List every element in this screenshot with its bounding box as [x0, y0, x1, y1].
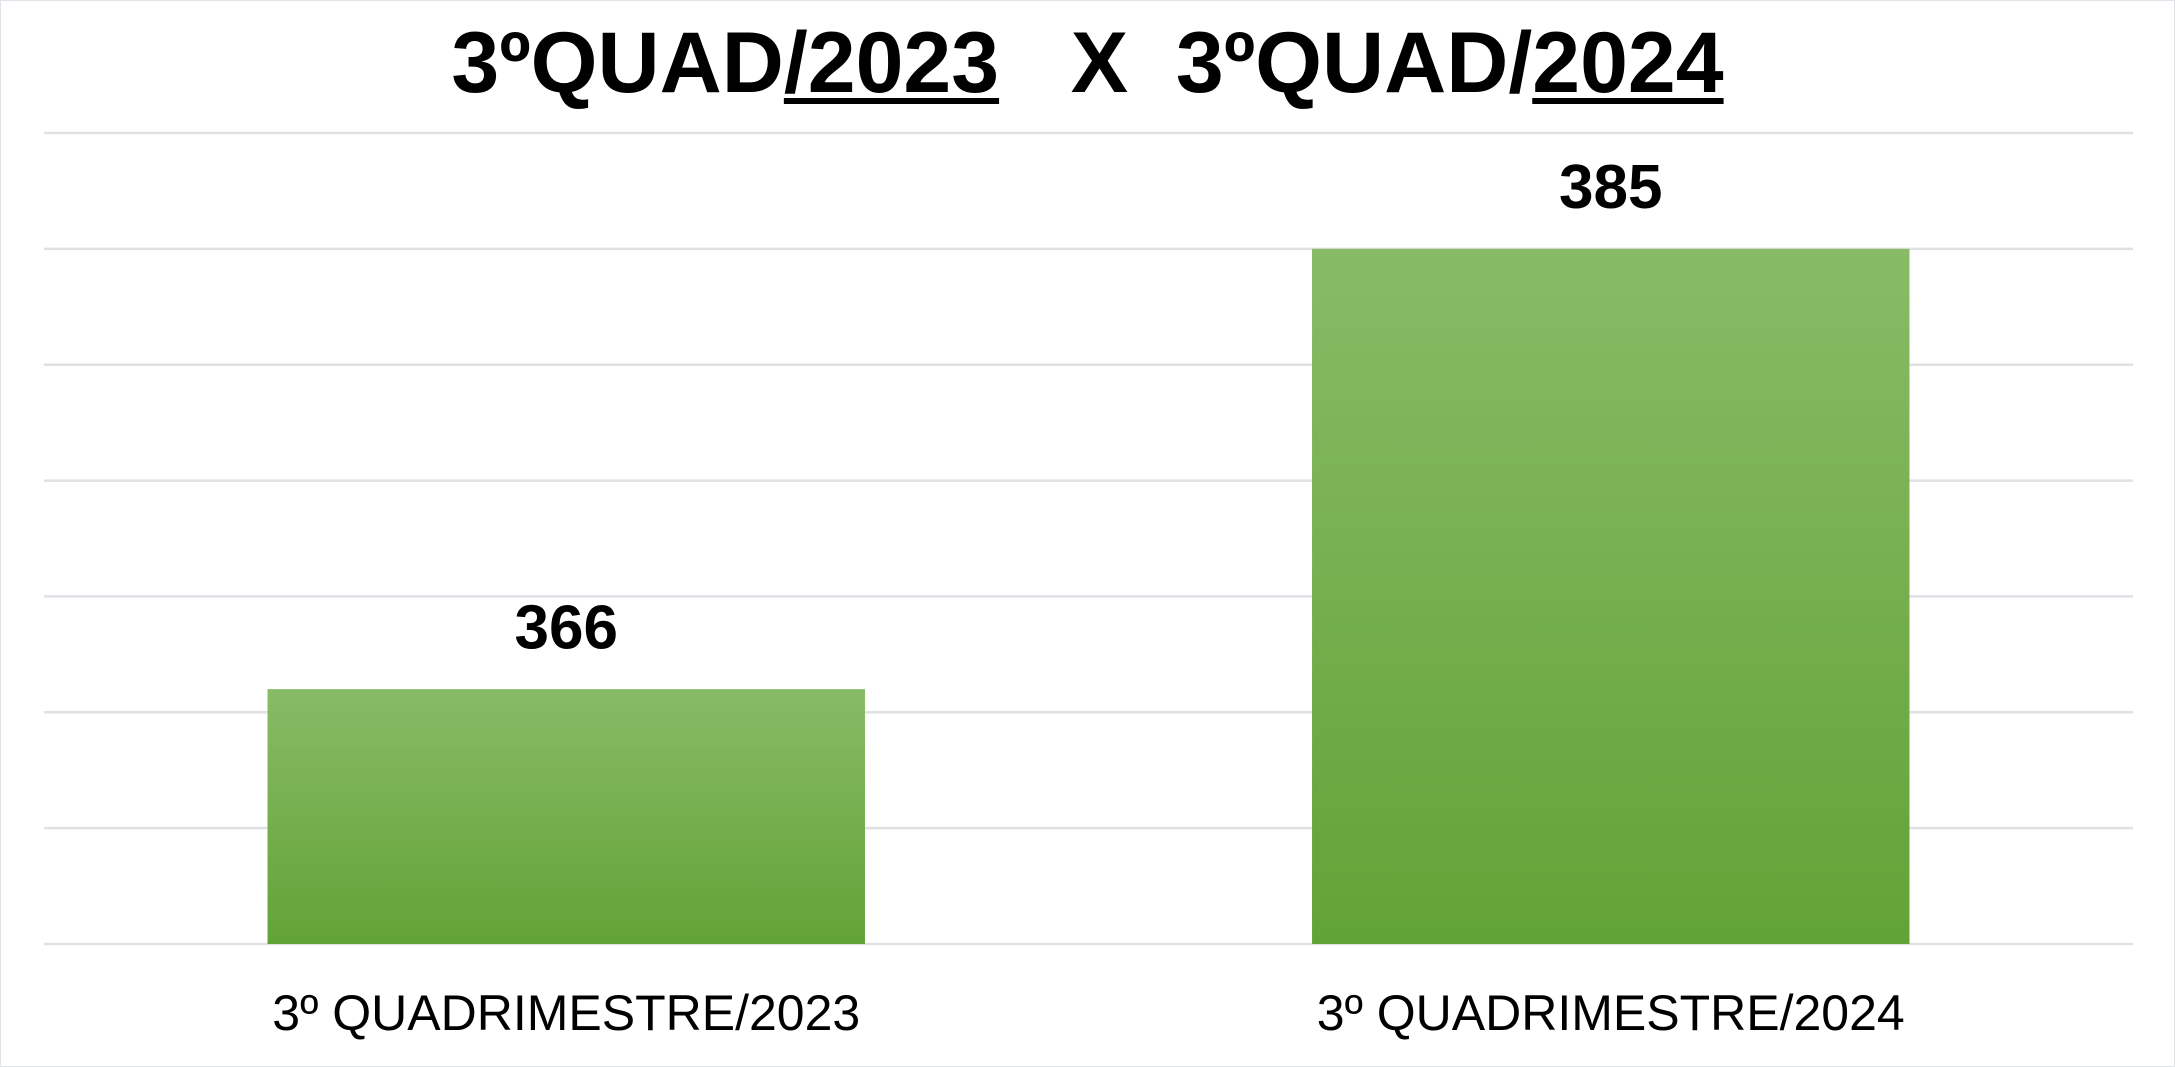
bar — [1312, 248, 1910, 944]
title-segment: /2023 — [783, 15, 1000, 111]
title-segment: 2024 — [1532, 15, 1724, 111]
chart-title: 3ºQUAD/2023 X 3ºQUAD/2024 — [0, 18, 2175, 108]
x-tick-label: 3º QUADRIMESTRE/2024 — [1317, 985, 1905, 1041]
bar — [267, 689, 865, 944]
value-label: 385 — [1559, 153, 1662, 222]
value-label: 366 — [515, 593, 618, 662]
title-segment: X 3ºQUAD/ — [999, 15, 1533, 111]
title-segment: 3ºQUAD — [451, 15, 784, 111]
x-tick-label: 3º QUADRIMESTRE/2023 — [272, 985, 860, 1041]
